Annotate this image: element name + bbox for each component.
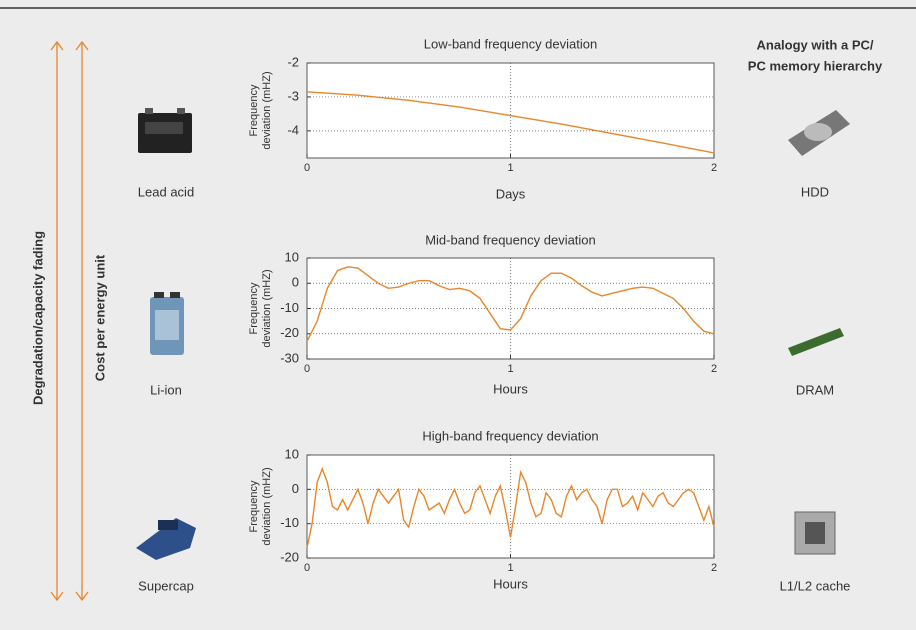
y-tick-label: -20 — [280, 549, 299, 564]
y-tick-label: -20 — [280, 325, 299, 340]
y-axis-label: Frequency — [248, 84, 260, 136]
x-axis-label: Days — [496, 186, 526, 201]
chart-title: High-band frequency deviation — [422, 428, 598, 443]
arrowhead — [50, 40, 64, 51]
x-tick-label: 0 — [304, 162, 310, 174]
storage-label: Lead acid — [138, 184, 194, 199]
arrowhead — [75, 591, 89, 602]
y-tick-label: 0 — [292, 481, 299, 496]
hdd-icon — [788, 110, 850, 156]
y-tick-label: -2 — [287, 54, 299, 69]
arrowhead — [75, 40, 89, 51]
axis-label: Cost per energy unit — [92, 254, 107, 381]
y-tick-label: -4 — [287, 122, 299, 137]
x-tick-label: 0 — [304, 363, 310, 375]
y-axis-label: Frequency — [248, 480, 260, 532]
x-tick-label: 0 — [304, 562, 310, 574]
y-axis-label: deviation (mHZ) — [261, 269, 273, 347]
analogy-item: DRAM — [796, 382, 834, 397]
axis-label: Degradation/capacity fading — [30, 231, 45, 405]
y-tick-label: -30 — [280, 350, 299, 365]
y-tick-label: -10 — [280, 515, 299, 530]
data-line — [306, 91, 715, 154]
dram-icon — [788, 328, 844, 356]
cache-icon — [794, 511, 836, 555]
lead-acid-icon — [138, 108, 192, 153]
arrows — [50, 40, 89, 602]
data-line — [306, 266, 715, 342]
data-line — [306, 466, 715, 548]
x-tick-label: 1 — [507, 162, 513, 174]
storage-label: Supercap — [138, 578, 194, 593]
x-tick-label: 1 — [507, 363, 513, 375]
y-axis-label: Frequency — [248, 282, 260, 334]
analogy-title: PC memory hierarchy — [748, 58, 883, 73]
y-axis-label: deviation (mHZ) — [261, 71, 273, 149]
x-axis-label: Hours — [493, 576, 528, 591]
y-tick-label: 0 — [292, 275, 299, 290]
storage-label: Li-ion — [150, 382, 182, 397]
y-axis-label: deviation (mHZ) — [261, 467, 273, 545]
li-ion-icon — [150, 292, 184, 355]
chart-title: Mid-band frequency deviation — [425, 232, 596, 247]
x-tick-label: 2 — [711, 363, 717, 375]
y-tick-label: 10 — [285, 446, 299, 461]
arrowhead — [50, 591, 64, 602]
x-axis-label: Hours — [493, 381, 528, 396]
y-tick-label: 10 — [285, 249, 299, 264]
analogy-item: L1/L2 cache — [780, 578, 851, 593]
plot-area — [306, 62, 715, 159]
analogy-item: HDD — [801, 184, 829, 199]
chart-title: Low-band frequency deviation — [424, 36, 597, 51]
y-tick-label: -3 — [287, 88, 299, 103]
supercap-icon — [136, 518, 196, 560]
x-tick-label: 2 — [711, 562, 717, 574]
x-tick-label: 1 — [507, 562, 513, 574]
analogy-title: Analogy with a PC/ — [756, 37, 873, 52]
x-tick-label: 2 — [711, 162, 717, 174]
y-tick-label: -10 — [280, 300, 299, 315]
